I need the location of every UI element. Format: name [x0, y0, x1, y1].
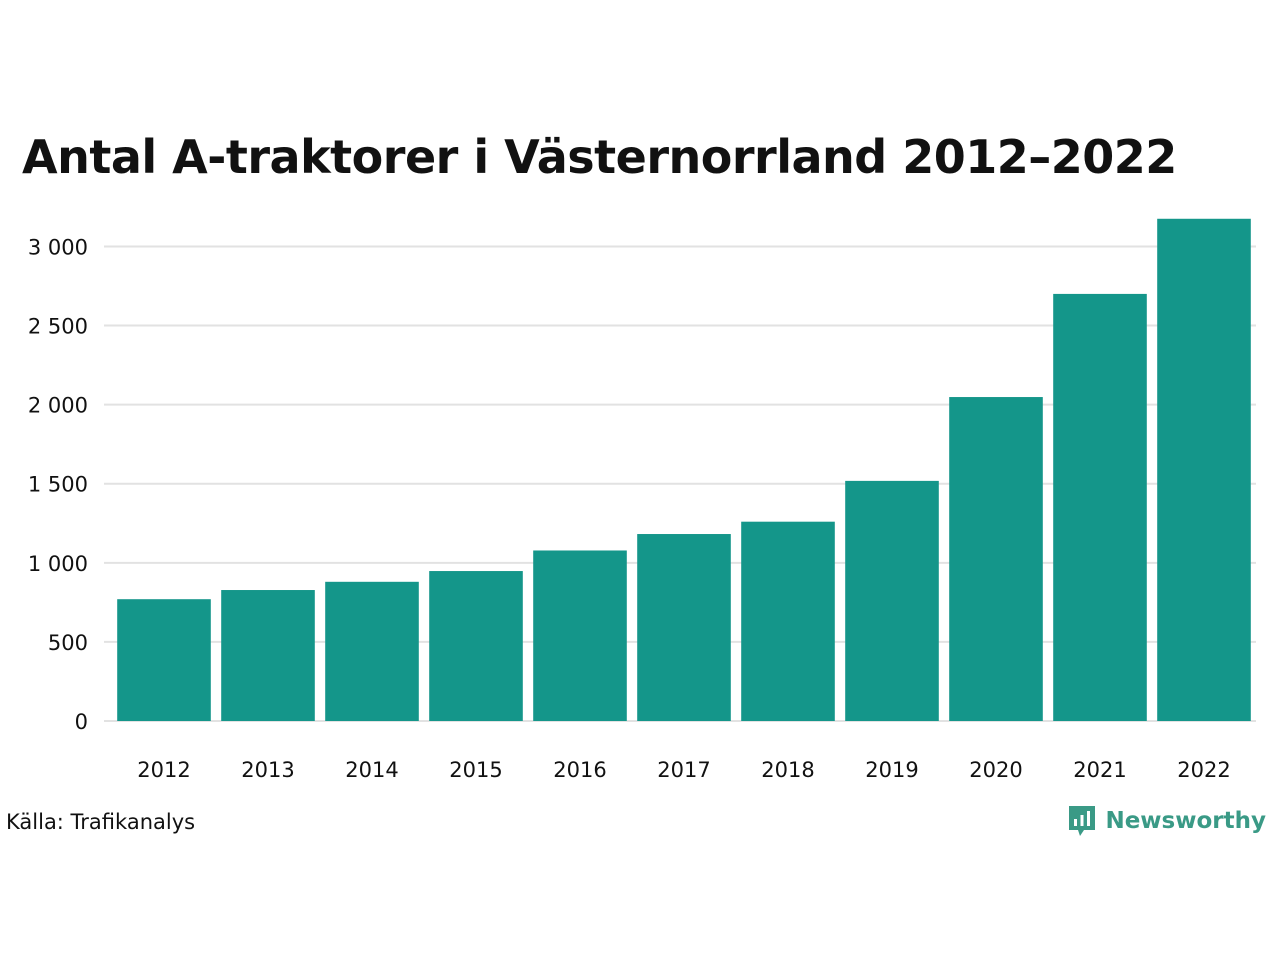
bar-2020 [949, 397, 1043, 721]
x-tick-label: 2012 [137, 758, 190, 782]
y-tick-label: 500 [48, 631, 88, 655]
x-tick-label: 2022 [1177, 758, 1230, 782]
x-tick-label: 2021 [1073, 758, 1126, 782]
bar-2019 [845, 480, 939, 721]
y-tick-label: 1 000 [28, 552, 88, 576]
x-axis-tick-labels: 2012 2013 2014 2015 2016 2017 2018 2019 2020 2021… [137, 758, 1230, 782]
bars [117, 218, 1251, 722]
bar-2017 [637, 534, 731, 721]
x-tick-label: 2014 [345, 758, 398, 782]
chart-title: Antal A-traktorer i Västernorrland 2012–… [22, 130, 1177, 184]
bar-2022 [1157, 218, 1251, 722]
source-note: Källa: Trafikanalys [6, 810, 196, 834]
brand-logo: Newsworthy [1067, 804, 1266, 838]
x-tick-label: 2019 [865, 758, 918, 782]
brand-name: Newsworthy [1105, 808, 1266, 834]
x-tick-label: 2018 [761, 758, 814, 782]
bar-2014 [325, 581, 419, 721]
bar-2016 [533, 550, 627, 721]
x-tick-label: 2017 [657, 758, 710, 782]
y-tick-label: 0 [75, 710, 88, 734]
y-tick-label: 2 500 [28, 315, 88, 339]
y-tick-label: 1 500 [28, 473, 88, 497]
bar-2021 [1053, 293, 1147, 721]
y-tick-label: 2 000 [28, 394, 88, 418]
bar-2012 [117, 599, 211, 721]
bar-2013 [221, 590, 315, 721]
bar-2015 [429, 571, 523, 721]
newsworthy-logo-icon [1069, 806, 1096, 836]
x-tick-label: 2015 [449, 758, 502, 782]
y-axis-tick-labels: 0 500 1 000 1 500 2 000 2 500 3 000 [28, 235, 88, 734]
x-tick-label: 2016 [553, 758, 606, 782]
x-tick-label: 2013 [241, 758, 294, 782]
y-tick-label: 3 000 [28, 235, 88, 259]
bar-2018 [741, 521, 835, 721]
x-tick-label: 2020 [969, 758, 1022, 782]
